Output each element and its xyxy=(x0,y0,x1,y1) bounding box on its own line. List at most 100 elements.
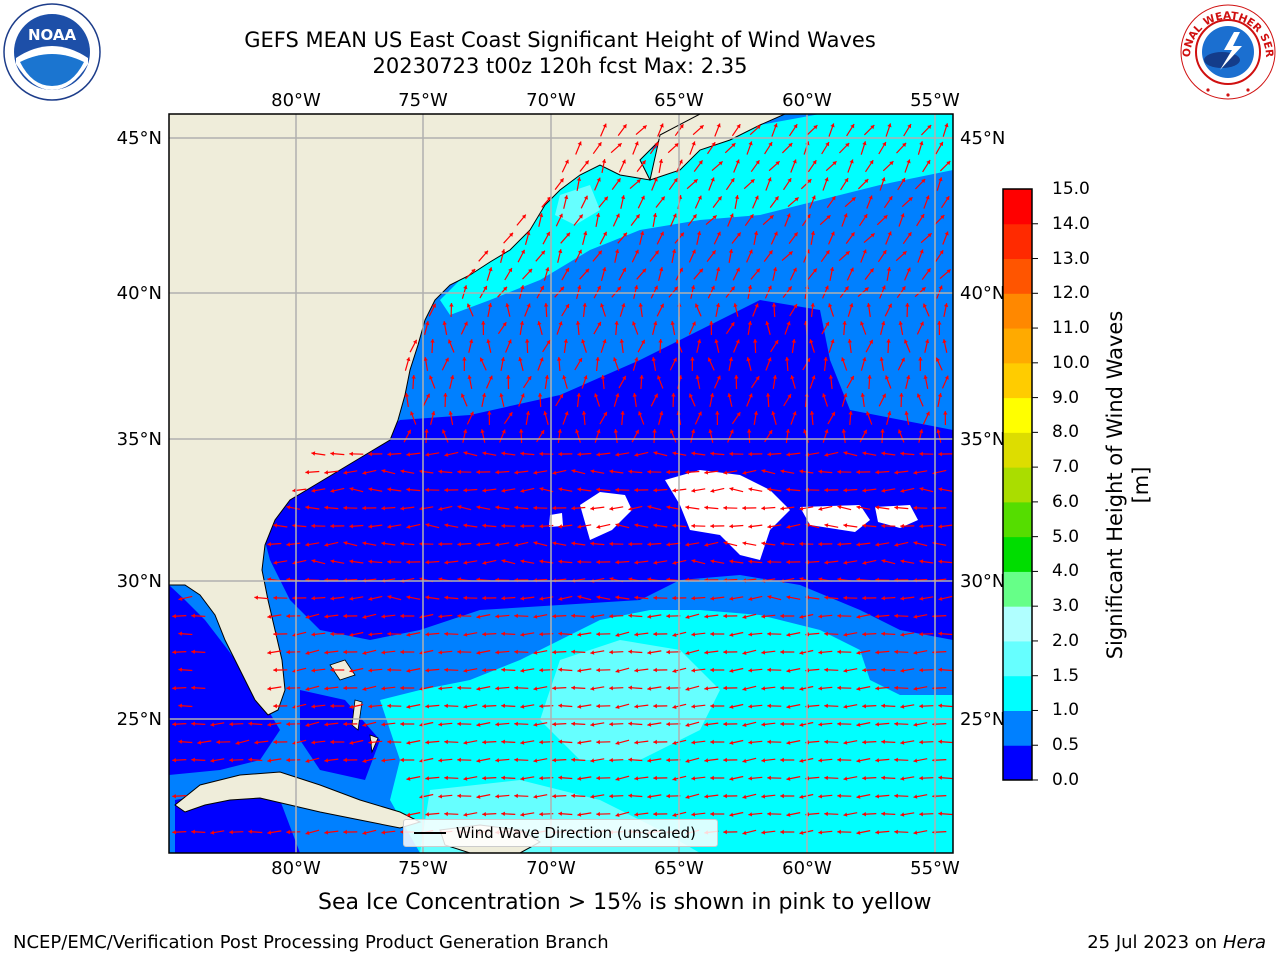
wind-wave-arrowhead xyxy=(640,231,645,236)
wind-wave-arrowhead xyxy=(488,267,493,272)
wind-wave-arrowhead xyxy=(913,650,918,655)
wind-wave-arrowhead xyxy=(875,758,879,763)
wind-wave-arrowhead xyxy=(862,776,866,781)
wind-wave-arrowhead xyxy=(818,541,822,547)
wind-wave-arrowhead xyxy=(349,559,354,564)
wind-wave-arrowhead xyxy=(887,123,892,128)
wind-wave-arrowhead xyxy=(628,685,632,690)
wind-wave-arrowhead xyxy=(178,667,182,672)
colorbar-segment xyxy=(1003,397,1032,433)
wind-wave-arrowhead xyxy=(710,703,714,709)
wind-wave-arrowhead xyxy=(863,429,867,434)
wind-wave-arrowhead xyxy=(693,179,698,184)
sea-ice-caption: Sea Ice Concentration > 15% is shown in … xyxy=(318,890,932,915)
wind-wave-arrowhead xyxy=(514,793,518,799)
wind-wave-arrowhead xyxy=(844,286,849,291)
wind-wave-arrowhead xyxy=(538,213,544,218)
wind-wave-arrowhead xyxy=(653,739,657,745)
wind-wave-arrowhead xyxy=(870,233,875,238)
wind-wave-arrowhead xyxy=(400,649,404,655)
wind-wave-arrowhead xyxy=(641,160,646,165)
wind-wave-arrowhead xyxy=(755,376,760,381)
wind-wave-arrowhead xyxy=(894,542,899,547)
wind-wave-arrowhead xyxy=(381,469,386,474)
wind-wave-arrowhead xyxy=(191,613,195,618)
wind-wave-arrowhead xyxy=(463,488,467,493)
wind-wave-arrowhead xyxy=(457,613,461,619)
wind-wave-arrowhead xyxy=(824,452,829,457)
wind-wave-arrowhead xyxy=(691,451,696,456)
wind-wave-arrowhead xyxy=(887,411,892,416)
wind-wave-arrowhead xyxy=(767,811,771,817)
wind-wave-arrowhead xyxy=(400,469,405,474)
wind-wave-arrowhead xyxy=(362,830,367,835)
lon-tick-label: 70°W xyxy=(526,858,576,879)
wind-wave-arrowhead xyxy=(499,393,504,398)
wind-wave-arrowhead xyxy=(824,703,828,709)
wind-wave-arrowhead xyxy=(577,595,582,600)
wind-wave-arrowhead xyxy=(882,250,887,255)
wind-wave-arrowhead xyxy=(723,470,728,475)
wind-wave-arrowhead xyxy=(273,703,277,709)
wind-wave-arrowhead xyxy=(552,650,556,655)
wind-wave-arrowhead xyxy=(729,632,734,637)
wind-wave-arrowhead xyxy=(679,267,683,272)
wind-wave-arrowhead xyxy=(653,811,657,817)
wind-wave-arrowhead xyxy=(784,357,790,361)
colorbar-segment xyxy=(1003,536,1032,572)
wind-wave-arrowhead xyxy=(748,141,753,146)
wind-wave-arrowhead xyxy=(723,721,727,727)
wind-wave-arrowhead xyxy=(172,614,176,619)
wind-wave-arrowhead xyxy=(875,686,879,691)
wind-wave-arrowhead xyxy=(273,560,278,565)
wind-wave-arrowhead xyxy=(862,704,866,709)
wind-wave-arrowhead xyxy=(508,268,512,273)
wind-wave-arrowhead xyxy=(400,721,404,727)
wind-wave-arrowhead xyxy=(400,829,404,835)
wind-wave-arrowhead xyxy=(520,632,525,637)
wind-wave-arrowhead xyxy=(768,430,773,435)
wind-wave-arrowhead xyxy=(533,541,538,546)
wind-wave-arrowhead xyxy=(425,321,430,326)
wind-wave-arrowhead xyxy=(622,232,627,237)
wind-wave-arrowhead xyxy=(735,339,740,344)
colorbar-tick-label: 12.0 xyxy=(1052,283,1090,304)
wind-wave-arrowhead xyxy=(822,393,827,398)
wind-wave-arrowhead xyxy=(697,195,702,200)
wind-wave-arrowhead xyxy=(503,286,507,291)
wind-wave-arrowhead xyxy=(709,393,715,397)
wind-wave-arrowhead xyxy=(647,758,652,763)
wind-wave-arrowhead xyxy=(678,159,683,164)
wind-wave-arrowhead xyxy=(191,685,195,690)
wind-wave-arrowhead xyxy=(596,739,600,745)
wind-wave-arrowhead xyxy=(937,321,942,325)
wind-wave-arrowhead xyxy=(622,375,626,380)
wind-wave-arrowhead xyxy=(615,560,619,565)
wind-wave-arrowhead xyxy=(794,197,799,202)
wind-wave-arrowhead xyxy=(172,794,176,799)
wind-wave-arrowhead xyxy=(558,739,562,744)
wind-wave-arrowhead xyxy=(462,357,467,361)
wind-wave-arrowhead xyxy=(900,596,905,601)
wind-wave-arrowhead xyxy=(564,159,569,164)
wind-wave-arrowhead xyxy=(907,232,912,237)
wind-wave-arrowhead xyxy=(742,794,747,799)
lat-labels-left: 45°N 40°N 35°N 30°N 25°N xyxy=(117,128,162,730)
wind-wave-arrowhead xyxy=(881,488,886,493)
wind-wave-arrowhead xyxy=(642,125,647,130)
wind-wave-arrowhead xyxy=(653,285,658,290)
wind-wave-arrowhead xyxy=(210,830,215,835)
wind-wave-arrowhead xyxy=(666,613,670,619)
wind-wave-arrowhead xyxy=(558,775,562,780)
wind-wave-arrowhead xyxy=(634,632,639,637)
wind-wave-arrowhead xyxy=(691,249,696,254)
wind-wave-arrowhead xyxy=(368,487,373,492)
wind-wave-arrowhead xyxy=(672,595,676,601)
wind-wave-arrowhead xyxy=(837,505,842,510)
wind-wave-arrowhead xyxy=(457,793,461,799)
wind-wave-arrowhead xyxy=(387,595,392,600)
wind-wave-arrowhead xyxy=(691,523,695,529)
wind-wave-arrowhead xyxy=(875,650,879,655)
wind-wave-arrowhead xyxy=(842,321,847,325)
wind-wave-arrowhead xyxy=(540,430,545,435)
